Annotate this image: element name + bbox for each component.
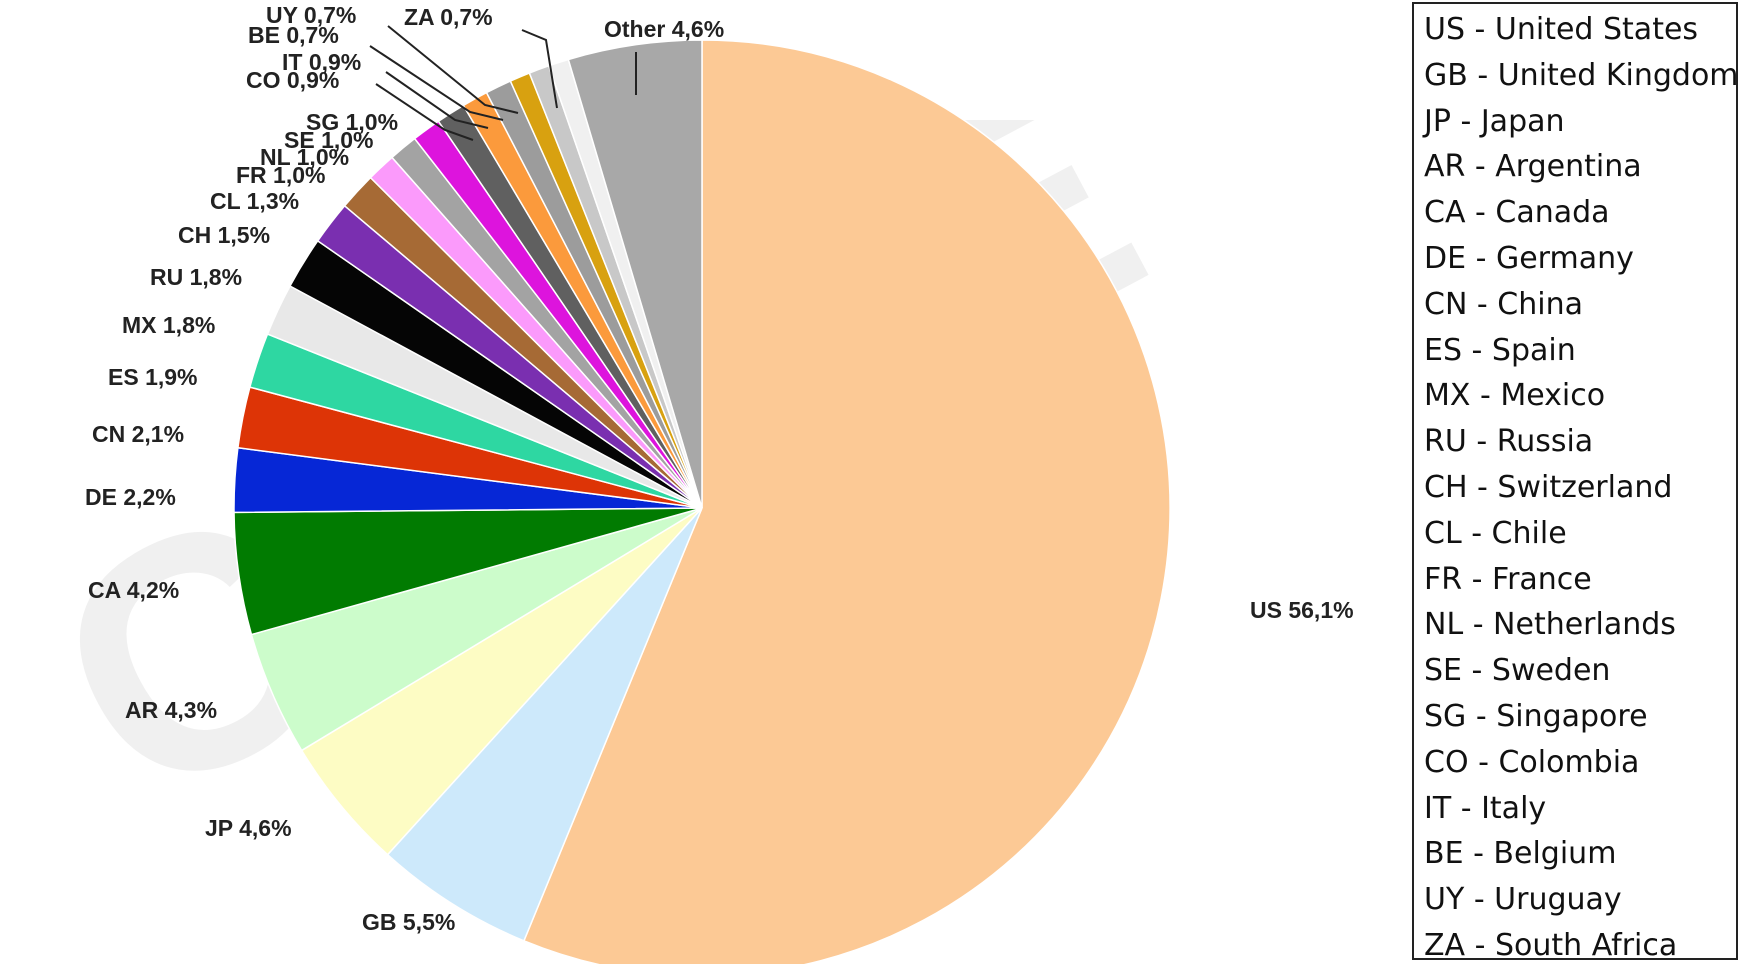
- leader-line-be: [369, 45, 504, 121]
- pie-chart: US 56,1% GB 5,5% JP 4,6% AR 4,3% CA 4,2% DE 2…: [85, 2, 1354, 964]
- slice-label-ru: RU 1,8%: [150, 264, 242, 290]
- slice-label-other: Other 4,6%: [604, 16, 724, 42]
- leader-line-it: [385, 71, 489, 129]
- legend-item: MX - Mexico: [1424, 378, 1606, 414]
- slice-label-es: ES 1,9%: [108, 364, 198, 390]
- legend-item: NL - Netherlands: [1424, 607, 1676, 643]
- slice-label-cl: CL 1,3%: [210, 188, 299, 214]
- slice-label-ca: CA 4,2%: [88, 577, 179, 603]
- slice-label-co: CO 0,9%: [246, 67, 339, 93]
- leader-lines: [369, 25, 637, 141]
- legend-item: JP - Japan: [1424, 103, 1565, 139]
- legend-item: RU - Russia: [1424, 424, 1594, 460]
- legend-item: CL - Chile: [1424, 515, 1567, 551]
- legend-item: ZA - South Africa: [1424, 928, 1678, 963]
- legend-item: ES - Spain: [1424, 332, 1576, 368]
- slice-label-se: SE 1,0%: [284, 127, 374, 153]
- legend-item: SE - Sweden: [1424, 653, 1611, 689]
- leader-line-za: [521, 29, 558, 109]
- slice-label-mx: MX 1,8%: [122, 312, 215, 338]
- pie-slice-us: [522, 39, 1171, 964]
- legend: US - United States GB - United Kingdom JP …: [1412, 2, 1739, 963]
- legend-item: US - United States: [1424, 12, 1699, 47]
- slice-label-us: US 56,1%: [1250, 597, 1354, 623]
- leader-line-uy: [387, 25, 519, 114]
- legend-item: BE - Belgium: [1424, 836, 1617, 872]
- slice-label-ar: AR 4,3%: [125, 697, 217, 723]
- slice-label-nl: NL 1,0%: [260, 144, 349, 170]
- slice-label-gb: GB 5,5%: [362, 909, 455, 935]
- legend-item: CN - China: [1424, 286, 1583, 322]
- slice-label-ch: CH 1,5%: [178, 222, 270, 248]
- legend-item: AR - Argentina: [1424, 149, 1642, 185]
- legend-item: CA - Canada: [1424, 195, 1610, 231]
- slice-label-fr: FR 1,0%: [236, 162, 325, 188]
- slice-label-sg: SG 1,0%: [306, 109, 398, 135]
- legend-item: FR - France: [1424, 561, 1592, 597]
- pie-slices: [233, 39, 1171, 964]
- pie-slice-other: [567, 39, 703, 509]
- slice-label-cn: CN 2,1%: [92, 421, 184, 447]
- legend-item: GB - United Kingdom: [1424, 57, 1739, 93]
- legend-item: SG - Singapore: [1424, 699, 1648, 734]
- legend-item: IT - Italy: [1424, 790, 1547, 826]
- leader-line-co: [375, 83, 474, 141]
- slice-label-be: BE 0,7%: [248, 22, 339, 48]
- slice-label-uy: UY 0,7%: [266, 2, 356, 28]
- slice-label-jp: JP 4,6%: [205, 815, 292, 841]
- legend-item: DE - Germany: [1424, 241, 1634, 276]
- legend-item: UY - Uruguay: [1424, 882, 1622, 918]
- legend-item: CO - Colombia: [1424, 744, 1640, 780]
- slice-labels: US 56,1% GB 5,5% JP 4,6% AR 4,3% CA 4,2% DE 2…: [85, 2, 1354, 935]
- legend-item: CH - Switzerland: [1424, 470, 1673, 505]
- slice-label-de: DE 2,2%: [85, 484, 176, 510]
- slice-label-it: IT 0,9%: [282, 49, 361, 75]
- slice-label-za: ZA 0,7%: [404, 4, 493, 30]
- pie-slice-gb: [386, 507, 703, 942]
